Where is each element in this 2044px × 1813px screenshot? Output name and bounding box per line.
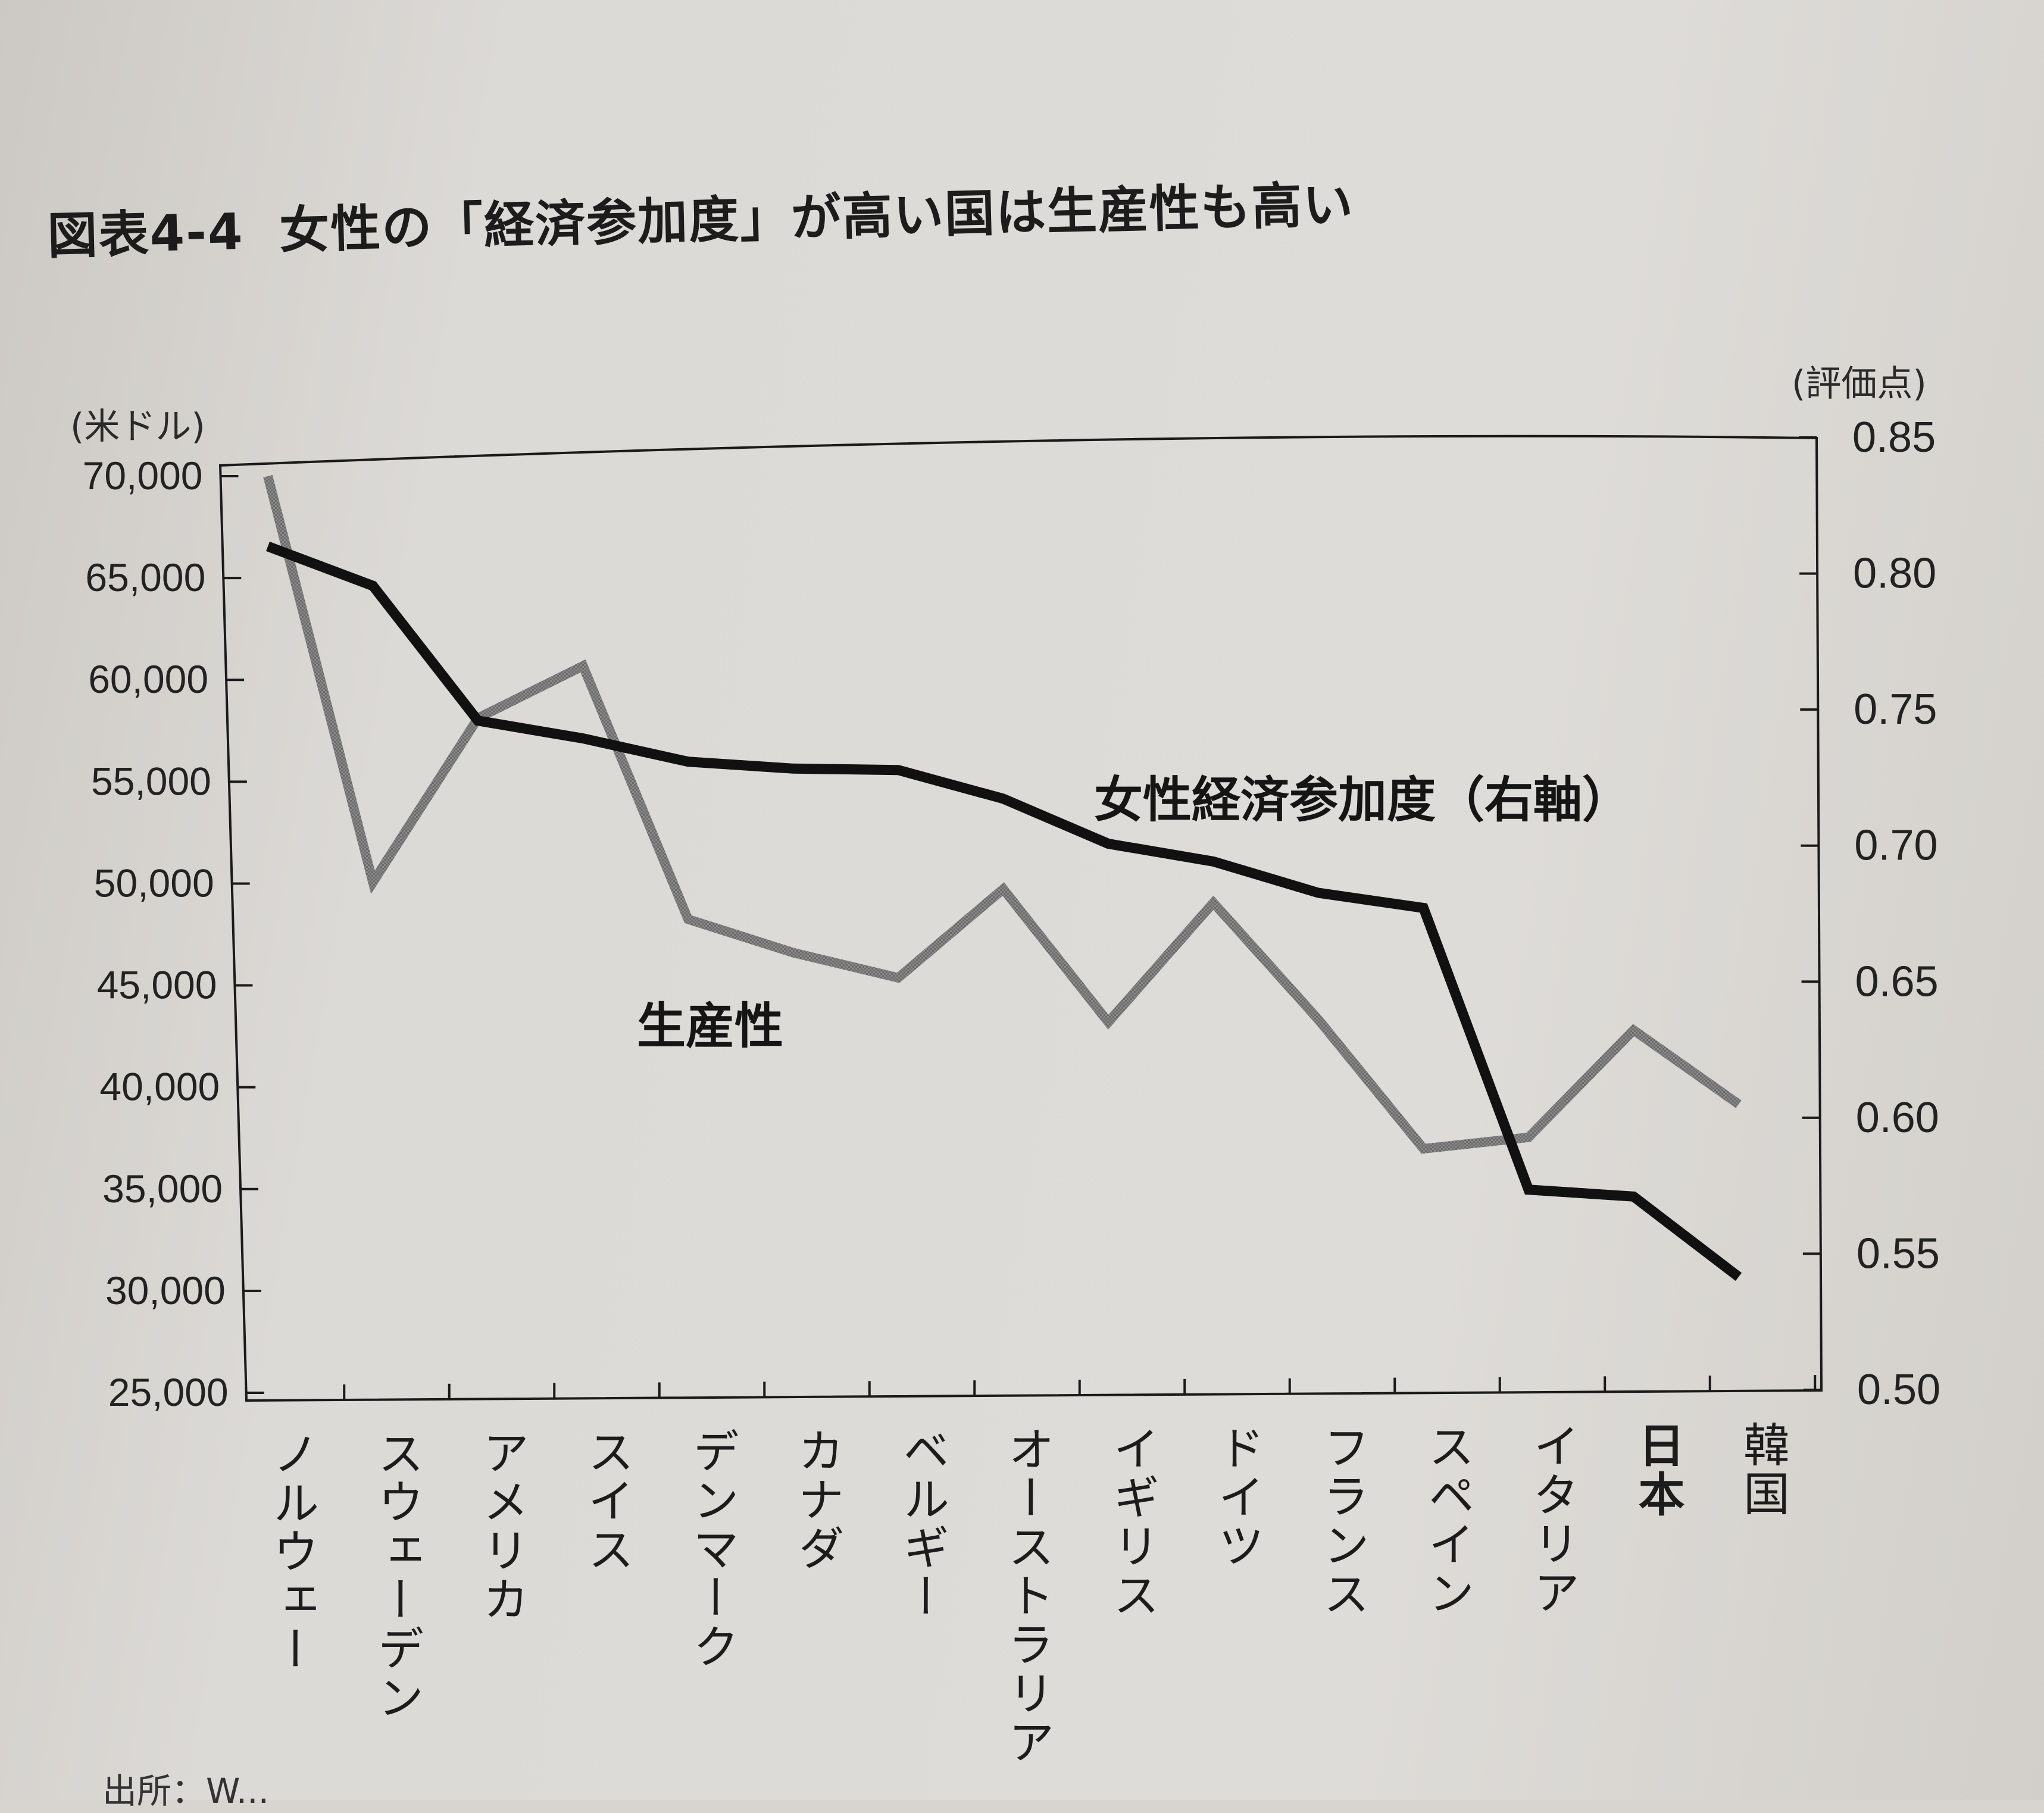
x-category-label: アメリカ bbox=[475, 1428, 529, 1624]
series-label-productivity: 生産性 bbox=[637, 998, 783, 1055]
left-tick-label: 35,000 bbox=[102, 1167, 223, 1211]
x-category-label: フランス bbox=[1315, 1423, 1369, 1618]
left-axis-ticks: 70,000 65,000 60,000 55,000 50,000 45,000 40,0… bbox=[83, 454, 264, 1414]
plot-frame bbox=[218, 435, 1823, 1402]
left-tick-label: 55,000 bbox=[91, 759, 211, 803]
x-category-label: イギリス bbox=[1105, 1424, 1159, 1620]
x-category-label: ノルウェー bbox=[265, 1430, 318, 1674]
right-tick-label: 0.65 bbox=[1855, 958, 1939, 1005]
source-note: 出所：W... bbox=[102, 1771, 270, 1811]
right-tick-label: 0.50 bbox=[1857, 1366, 1940, 1414]
x-category-label: ベルギー bbox=[895, 1426, 949, 1621]
right-tick-label: 0.70 bbox=[1854, 822, 1937, 870]
x-category-label: イタリア bbox=[1526, 1422, 1579, 1617]
x-category-label: スウェーデン bbox=[370, 1429, 424, 1722]
x-category-label: 韓国 bbox=[1736, 1421, 1789, 1518]
left-tick-label: 60,000 bbox=[88, 657, 208, 701]
left-tick-label: 70,000 bbox=[83, 454, 203, 498]
left-axis-unit: (米ドル) bbox=[70, 406, 205, 448]
right-tick-label: 0.60 bbox=[1856, 1094, 1939, 1142]
right-tick-label: 0.85 bbox=[1852, 414, 1936, 461]
x-category-label: スペイン bbox=[1421, 1423, 1474, 1618]
x-category-label: 日本 bbox=[1631, 1421, 1685, 1519]
left-tick-label: 65,000 bbox=[85, 555, 205, 599]
series-line-productivity bbox=[263, 474, 1742, 1154]
labels-layer: 女性経済参加度（右軸） 生産性 bbox=[637, 772, 1631, 1055]
left-tick-label: 40,000 bbox=[99, 1065, 220, 1109]
right-tick-label: 0.80 bbox=[1853, 550, 1936, 598]
series-layer bbox=[263, 474, 1742, 1281]
series-line-female-participation bbox=[266, 541, 1742, 1281]
x-category-label: オーストラリア bbox=[1001, 1426, 1054, 1767]
right-axis-ticks: 0.85 0.80 0.75 0.70 0.65 0.60 0.55 0.50 bbox=[1798, 414, 1940, 1414]
left-tick-label: 45,000 bbox=[97, 963, 217, 1007]
left-tick-label: 30,000 bbox=[105, 1268, 226, 1312]
x-category-label: デンマーク bbox=[685, 1427, 739, 1671]
x-category-label: カナダ bbox=[790, 1427, 844, 1573]
right-tick-label: 0.75 bbox=[1854, 686, 1937, 733]
right-tick-label: 0.55 bbox=[1857, 1230, 1940, 1277]
left-tick-label: 25,000 bbox=[108, 1370, 229, 1414]
x-category-label: スイス bbox=[580, 1428, 634, 1574]
series-label-female-participation: 女性経済参加度（右軸） bbox=[1094, 772, 1631, 829]
x-category-label: ドイツ bbox=[1211, 1424, 1264, 1570]
x-axis-ticks: ノルウェー スウェーデン アメリカ スイス デンマーク カナダ ベルギー オーストラリア イギリ… bbox=[265, 1375, 1817, 1767]
left-tick-label: 50,000 bbox=[94, 861, 214, 905]
right-axis-unit: (評価点) bbox=[1792, 363, 1927, 405]
